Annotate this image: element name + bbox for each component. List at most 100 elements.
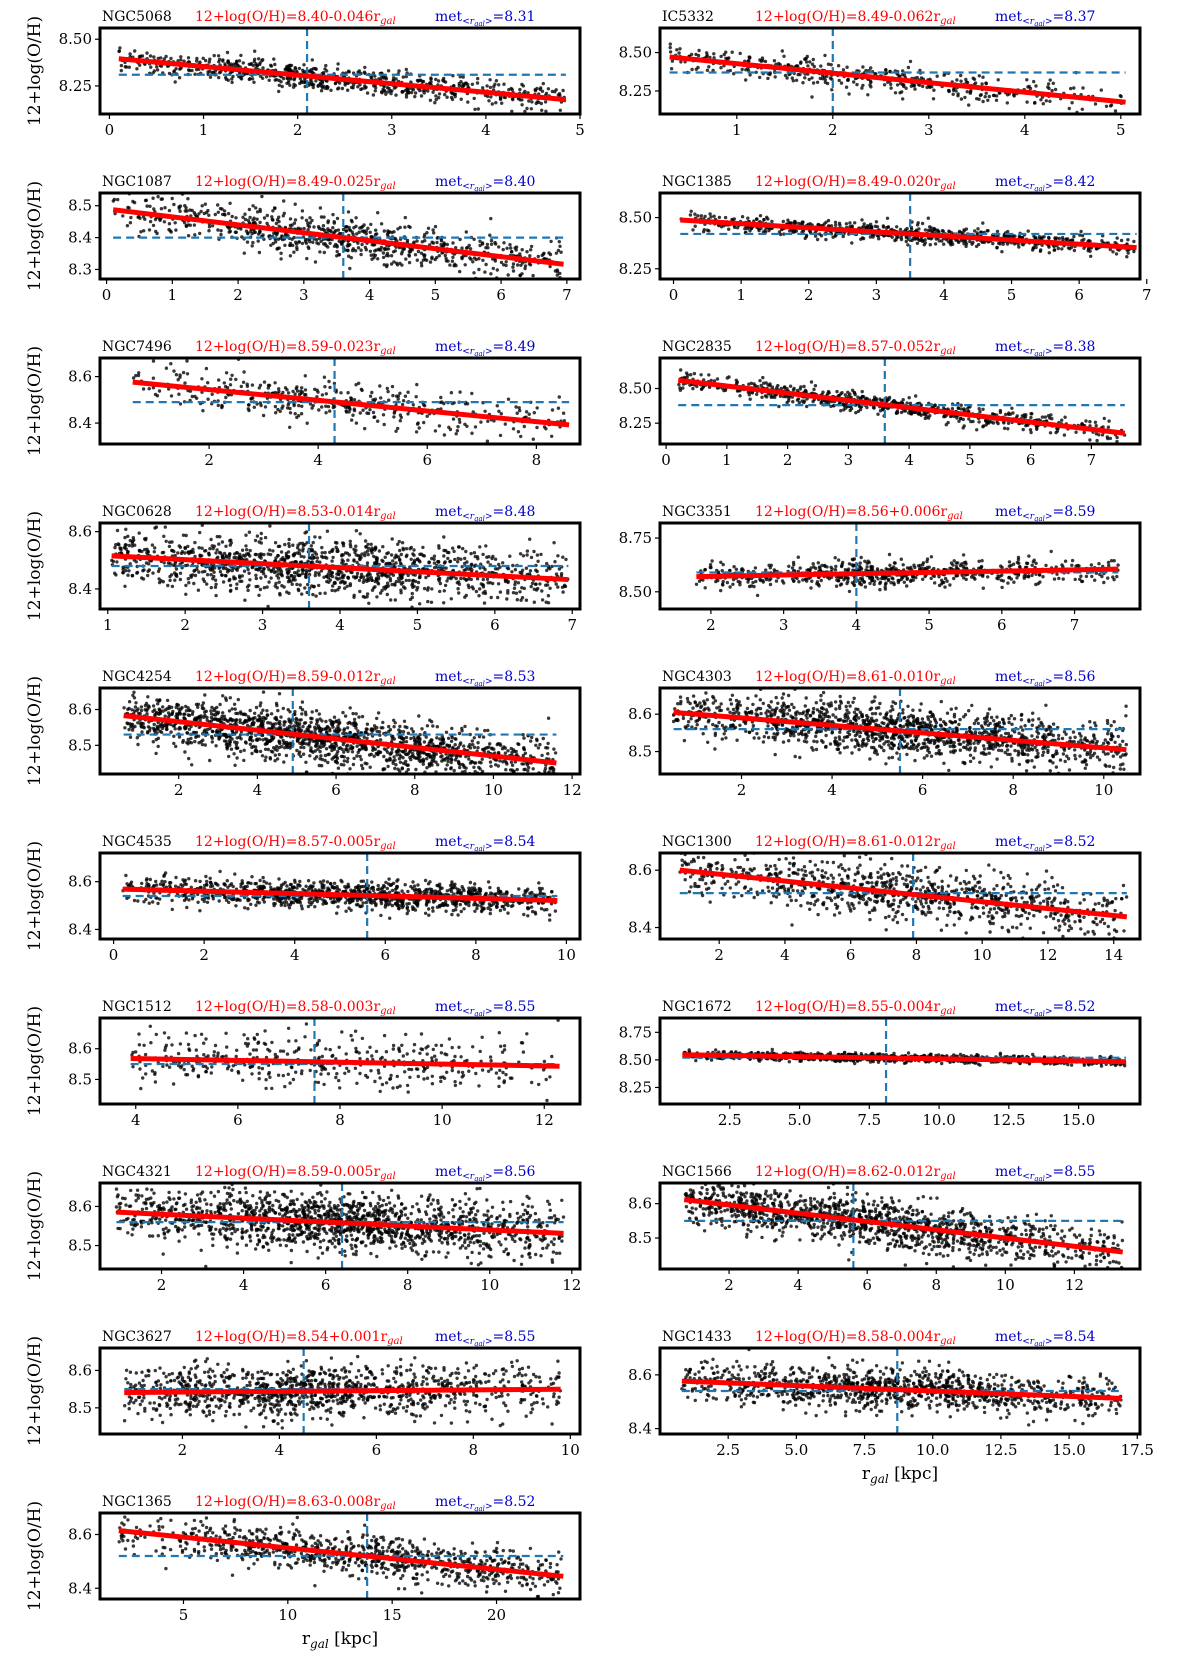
data-point (320, 85, 325, 90)
data-point (292, 221, 297, 225)
data-point (404, 95, 409, 99)
data-point (352, 398, 357, 402)
data-point (694, 52, 698, 57)
gradient-fit-line (118, 56, 567, 103)
data-point (184, 206, 188, 210)
data-point (318, 82, 322, 87)
data-point (337, 585, 341, 590)
data-point (250, 244, 254, 248)
data-point (791, 79, 795, 83)
data-point (768, 382, 772, 386)
data-point (366, 542, 370, 546)
data-point (209, 585, 213, 590)
data-point (856, 395, 860, 399)
data-point (242, 370, 246, 374)
data-point (478, 545, 482, 549)
data-point (295, 582, 299, 587)
data-point (1028, 86, 1033, 91)
data-point (504, 260, 508, 264)
data-point (669, 67, 674, 71)
data-point (497, 83, 501, 87)
data-point (443, 80, 448, 84)
data-point (443, 583, 448, 588)
data-point (385, 386, 389, 391)
data-point (376, 211, 380, 215)
data-point (861, 236, 866, 241)
data-point (299, 79, 304, 83)
data-point (996, 78, 1000, 82)
data-point (514, 405, 518, 409)
x-tick-label: 0 (105, 121, 115, 139)
data-point (242, 251, 246, 255)
data-point (381, 251, 386, 255)
data-point (386, 90, 390, 94)
data-point (1102, 416, 1107, 421)
data-point (421, 89, 425, 93)
data-point (513, 582, 517, 587)
data-point (438, 576, 442, 581)
data-point (356, 554, 361, 558)
data-point (201, 56, 205, 60)
data-point (421, 258, 426, 262)
data-point (416, 249, 421, 254)
data-point (780, 49, 784, 53)
data-point (525, 106, 529, 111)
data-point (262, 586, 266, 590)
data-point (697, 48, 701, 53)
data-point (251, 204, 255, 208)
data-point (277, 83, 281, 88)
data-point (481, 577, 485, 582)
data-point (212, 53, 216, 58)
data-point (154, 229, 158, 234)
data-point (382, 84, 386, 89)
data-point (297, 240, 301, 244)
data-point (171, 563, 175, 567)
data-point (524, 415, 528, 419)
data-point (844, 222, 849, 226)
data-point (147, 387, 151, 391)
data-point (1026, 229, 1030, 233)
data-point (519, 598, 523, 602)
data-point (221, 580, 226, 584)
data-point (300, 592, 304, 596)
data-point (876, 234, 881, 238)
data-point (370, 390, 374, 395)
data-point (280, 237, 285, 242)
data-point (389, 553, 394, 557)
data-point (445, 95, 449, 99)
data-point (385, 264, 389, 269)
data-point (699, 214, 704, 218)
data-point (277, 580, 281, 584)
data-point (552, 284, 555, 287)
data-point (352, 595, 356, 599)
data-point (115, 528, 120, 533)
data-point (300, 386, 304, 390)
data-point (290, 582, 294, 586)
data-point (406, 90, 411, 94)
data-point (956, 406, 960, 410)
data-point (344, 229, 348, 233)
data-point (392, 410, 397, 414)
data-point (940, 239, 944, 243)
data-point (437, 424, 442, 428)
data-point (220, 404, 224, 409)
y-tick-label: 8.50 (619, 44, 652, 62)
data-point (769, 393, 773, 398)
data-point (1046, 85, 1050, 89)
data-point (192, 581, 196, 586)
data-point (220, 207, 224, 211)
x-tick-label: 5 (1116, 121, 1126, 139)
data-point (149, 65, 153, 69)
data-point (366, 552, 370, 557)
data-point (512, 586, 517, 590)
data-point (271, 549, 275, 553)
data-point (835, 389, 839, 394)
data-point (277, 219, 281, 224)
data-point (337, 81, 342, 85)
data-point (508, 243, 512, 247)
data-point (523, 109, 527, 114)
data-point (310, 613, 313, 616)
data-point (779, 232, 783, 237)
data-point (425, 231, 429, 235)
